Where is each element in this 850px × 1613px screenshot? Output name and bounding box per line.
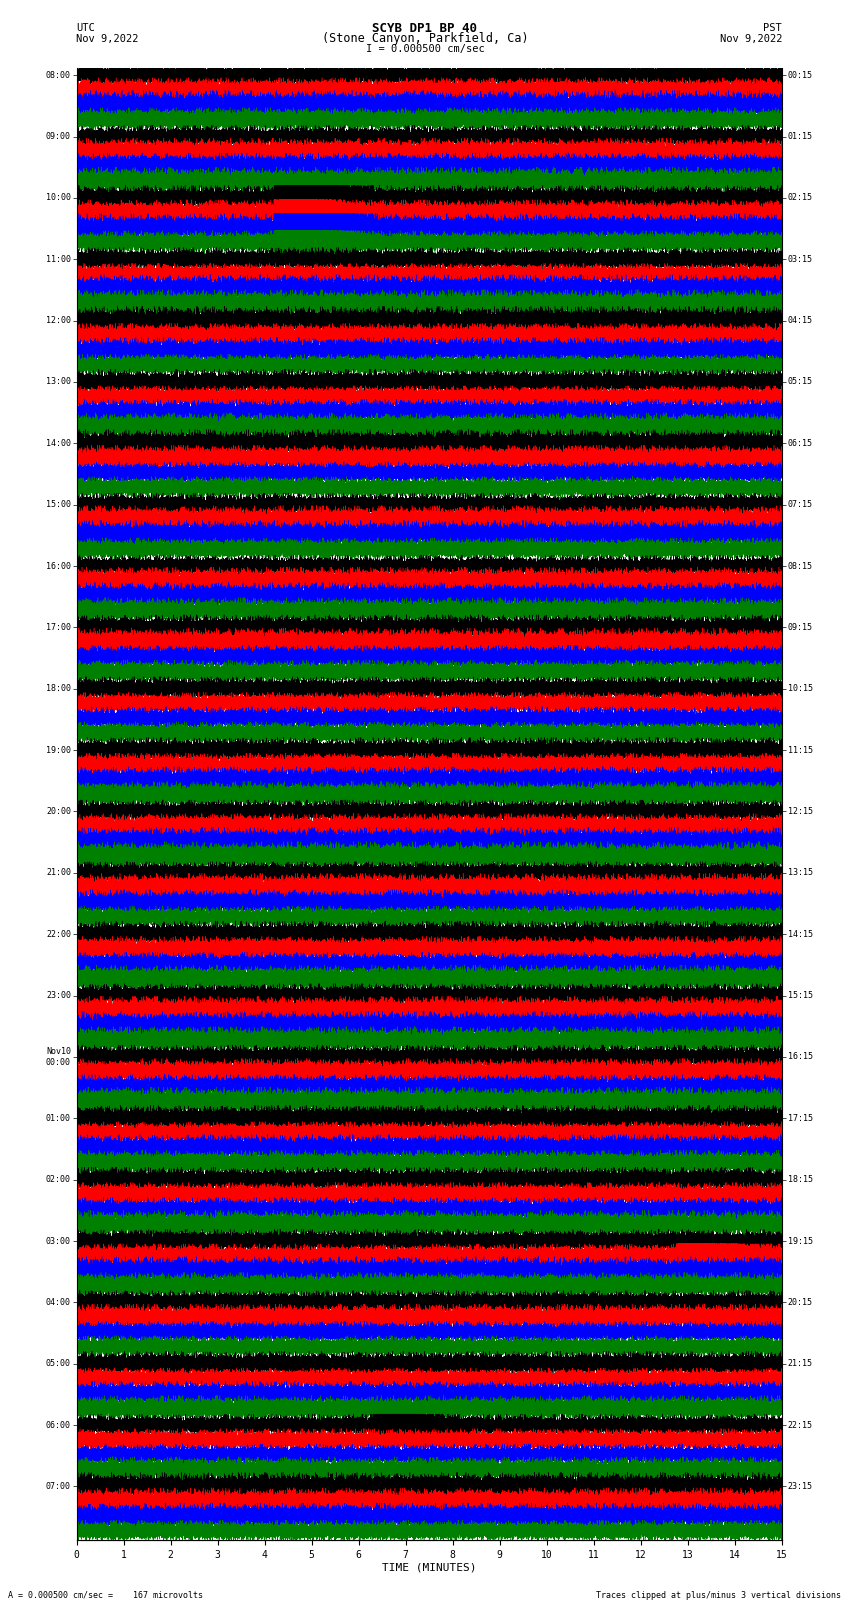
Text: SCYB DP1 BP 40: SCYB DP1 BP 40 [372,21,478,35]
Text: Nov 9,2022: Nov 9,2022 [719,34,782,44]
Text: A = 0.000500 cm/sec =    167 microvolts: A = 0.000500 cm/sec = 167 microvolts [8,1590,203,1600]
X-axis label: TIME (MINUTES): TIME (MINUTES) [382,1563,477,1573]
Text: PST: PST [763,23,782,34]
Text: Nov 9,2022: Nov 9,2022 [76,34,139,44]
Text: (Stone Canyon, Parkfield, Ca): (Stone Canyon, Parkfield, Ca) [321,32,529,45]
Text: Traces clipped at plus/minus 3 vertical divisions: Traces clipped at plus/minus 3 vertical … [597,1590,842,1600]
Text: UTC: UTC [76,23,95,34]
Text: I = 0.000500 cm/sec: I = 0.000500 cm/sec [366,44,484,55]
